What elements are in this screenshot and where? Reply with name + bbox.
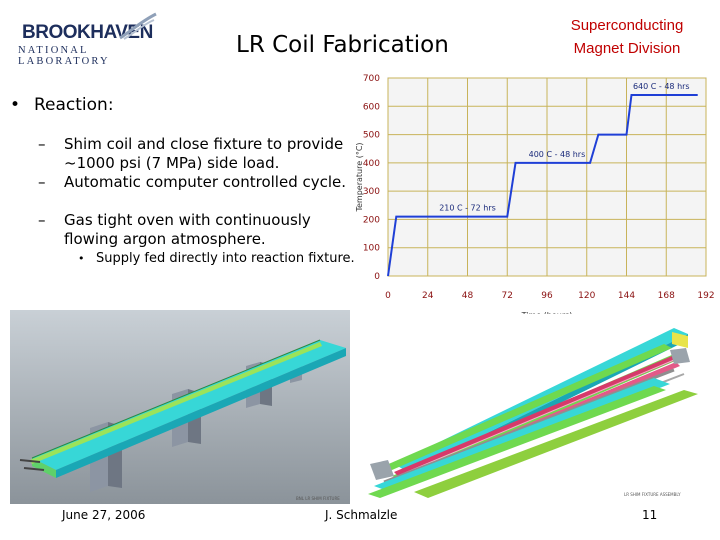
logo-subtitle: NATIONAL LABORATORY xyxy=(18,45,110,67)
y-tick-label: 200 xyxy=(363,215,380,225)
x-tick-label: 72 xyxy=(502,291,513,301)
y-tick-label: 400 xyxy=(363,159,380,169)
series-line xyxy=(387,93,698,277)
data-annotation: 640 C - 48 hrs xyxy=(633,82,690,91)
footer-date: June 27, 2006 xyxy=(62,508,146,522)
y-tick-label: 100 xyxy=(363,244,380,254)
temperature-chart: 0 24 48 72 96 120 144 168 192 0 100 200 300 400 500 600… xyxy=(352,70,715,322)
logo-swoosh-icon xyxy=(119,12,157,40)
dash-marker: – xyxy=(38,173,46,191)
bullet-text: Reaction: xyxy=(34,95,114,115)
left-image-caption: BNL LR SHIM FIXTURE xyxy=(296,496,340,501)
chart-svg: 0 24 48 72 96 120 144 168 192 0 100 200 300 400 500 600… xyxy=(355,74,715,320)
division-line-1: Superconducting xyxy=(570,17,684,34)
sub-bullet-marker: • xyxy=(78,252,85,265)
list-item-text: Shim coil and close fixture to provide ~… xyxy=(64,135,344,172)
data-annotation: 210 C - 72 hrs xyxy=(439,204,496,213)
dash-marker: – xyxy=(38,211,46,229)
x-tick-label: 24 xyxy=(422,291,434,301)
division-line-2: Magnet Division xyxy=(573,40,681,57)
dash-marker: – xyxy=(38,135,46,153)
x-tick-label: 144 xyxy=(618,291,635,301)
sub-list-item-text: Supply fed directly into reaction fixtur… xyxy=(96,251,355,266)
y-tick-label: 500 xyxy=(363,131,380,141)
x-tick-label: 96 xyxy=(541,291,553,301)
brookhaven-logo: BROOKHAVEN NATIONAL LABORATORY xyxy=(14,12,179,67)
division-label: Superconducting Magnet Division xyxy=(552,14,702,60)
y-axis-label: Temperature (°C) xyxy=(355,142,364,212)
bullet-marker: • xyxy=(10,95,21,115)
fixture-render-image: BNL LR SHIM FIXTURE xyxy=(10,310,350,504)
slide-title: LR Coil Fabrication xyxy=(236,32,449,58)
list-item-text: Gas tight oven with continuously flowing… xyxy=(64,211,311,248)
y-tick-label: 300 xyxy=(363,187,380,197)
footer-author: J. Schmalzle xyxy=(325,508,398,522)
y-tick-label: 0 xyxy=(374,272,380,282)
y-tick-label: 700 xyxy=(363,74,380,84)
x-tick-label: 48 xyxy=(462,291,474,301)
data-annotation: 400 C - 48 hrs xyxy=(529,150,586,159)
page-number: 11 xyxy=(642,508,658,522)
fixture-assembly-image: LR SHIM FIXTURE ASSEMBLY xyxy=(354,314,712,500)
x-tick-label: 192 xyxy=(697,291,714,301)
x-tick-label: 120 xyxy=(578,291,595,301)
right-image-caption: LR SHIM FIXTURE ASSEMBLY xyxy=(624,492,681,497)
x-tick-label: 0 xyxy=(385,291,391,301)
y-tick-label: 600 xyxy=(363,102,380,112)
list-item-text: Automatic computer controlled cycle. xyxy=(64,173,347,191)
x-tick-label: 168 xyxy=(658,291,675,301)
